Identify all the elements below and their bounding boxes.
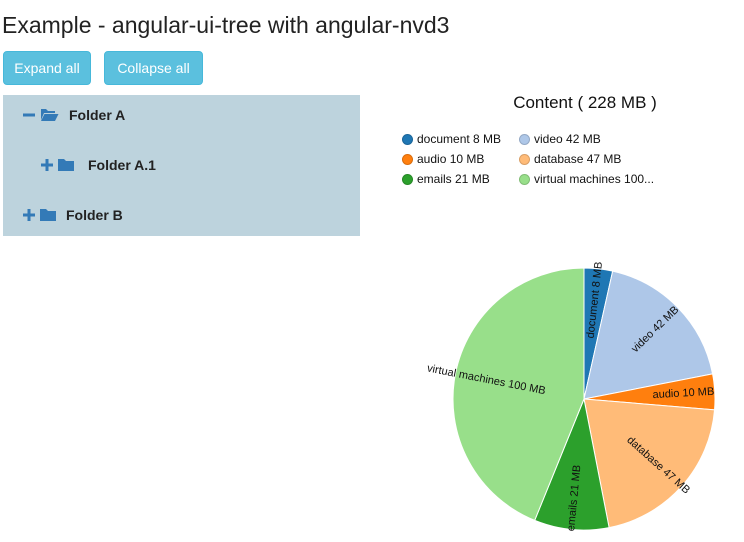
legend-label: virtual machines 100...	[534, 172, 655, 186]
legend-item-video[interactable]: video 42 MB	[519, 130, 601, 148]
legend-label: audio 10 MB	[417, 152, 485, 166]
tree-node-folder-a[interactable]: Folder A	[23, 104, 125, 126]
legend-swatch	[402, 173, 413, 185]
tree-node-folder-a1[interactable]: Folder A.1	[41, 154, 156, 176]
legend-swatch	[519, 153, 530, 165]
legend-label: document 8 MB	[417, 132, 502, 146]
legend-label: database 47 MB	[534, 152, 622, 166]
pie-slice-virtual-machines[interactable]	[452, 267, 585, 522]
tree-node-label: Folder A.1	[88, 157, 156, 173]
collapse-all-button[interactable]: Collapse all	[104, 51, 203, 85]
legend-item-virtual-machines[interactable]: virtual machines 100...	[519, 170, 654, 188]
tree-node-label: Folder A	[69, 107, 126, 123]
folder-icon	[58, 158, 74, 172]
plus-icon[interactable]	[23, 209, 35, 221]
tree-node-folder-b[interactable]: Folder B	[23, 204, 123, 226]
legend-swatch	[402, 133, 413, 145]
expand-all-button[interactable]: Expand all	[3, 51, 91, 85]
legend-swatch	[402, 153, 413, 165]
minus-icon[interactable]	[23, 109, 35, 121]
chart-title: Content ( 228 MB )	[513, 93, 657, 112]
pie-slice-video[interactable]	[583, 270, 714, 400]
folder-icon	[40, 208, 56, 222]
page-title: Example - angular-ui-tree with angular-n…	[2, 12, 450, 38]
legend-swatch	[519, 173, 530, 185]
tree-node-label: Folder B	[66, 207, 123, 223]
legend-label: video 42 MB	[534, 132, 601, 146]
legend-label: emails 21 MB	[417, 172, 490, 186]
folder-tree: Folder A Folder A.1 Folder B	[3, 95, 360, 236]
legend-item-emails[interactable]: emails 21 MB	[402, 170, 490, 188]
legend-swatch	[519, 133, 530, 145]
legend-item-document[interactable]: document 8 MB	[402, 130, 501, 148]
pie-slice-database[interactable]	[583, 398, 716, 529]
folder-open-icon	[40, 108, 59, 122]
plus-icon[interactable]	[41, 159, 53, 171]
legend-item-database[interactable]: database 47 MB	[519, 150, 621, 168]
pie-slice-label: audio 10 MB	[652, 386, 714, 401]
chart-legend: document 8 MB video 42 MB audio 10 MB da…	[400, 130, 740, 190]
legend-item-audio[interactable]: audio 10 MB	[402, 150, 484, 168]
